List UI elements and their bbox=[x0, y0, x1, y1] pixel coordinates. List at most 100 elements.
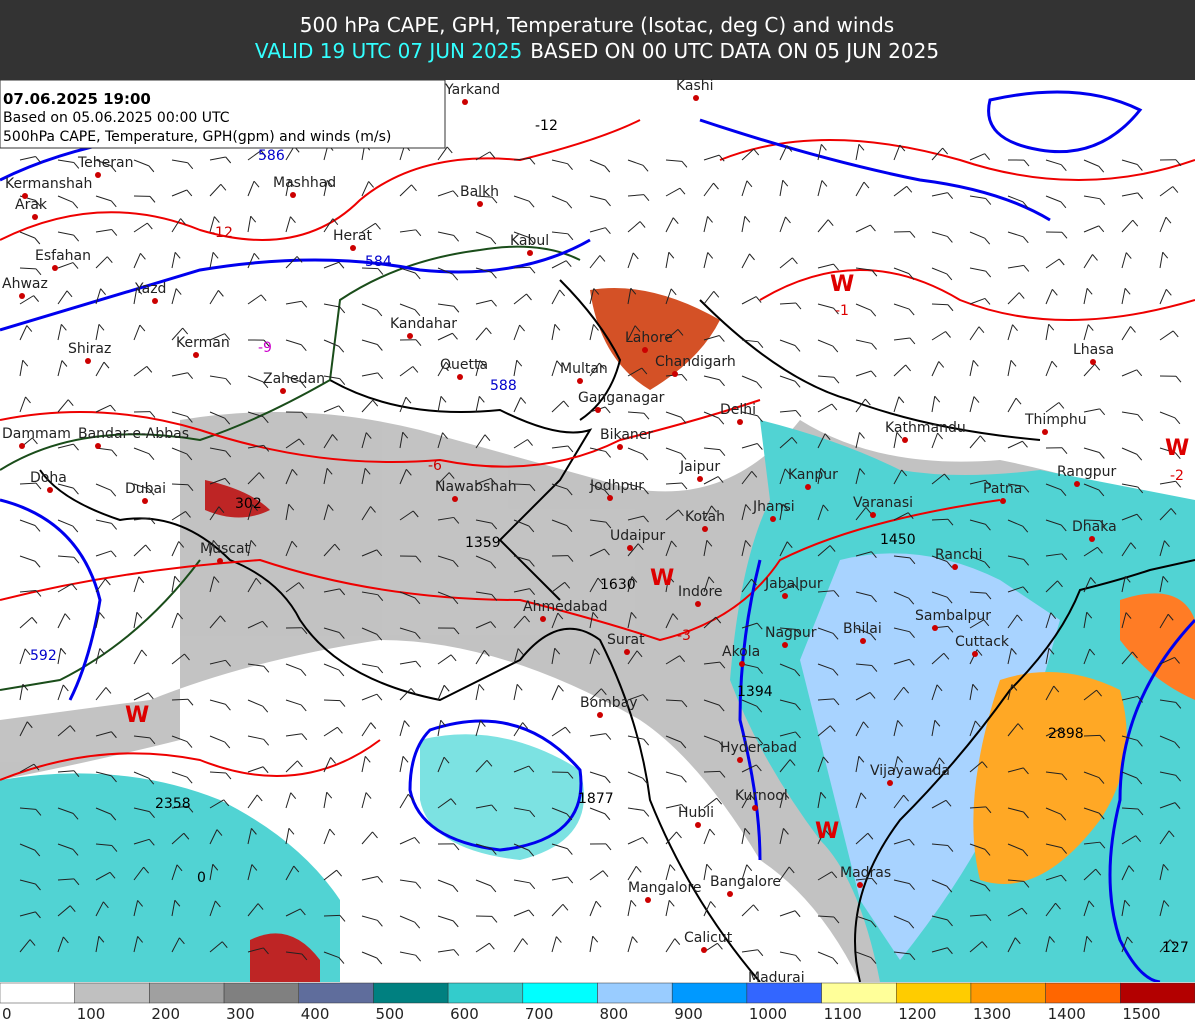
city-dot bbox=[857, 882, 863, 888]
city-dot bbox=[462, 99, 468, 105]
map-label: 586 bbox=[258, 148, 285, 164]
city-dot bbox=[624, 649, 630, 655]
map-label: 1630 bbox=[600, 577, 636, 593]
city-label: Kerman bbox=[176, 335, 230, 351]
city-dot bbox=[887, 780, 893, 786]
city-dot bbox=[617, 444, 623, 450]
legend-label: 1500 bbox=[1122, 1005, 1160, 1023]
city-dot bbox=[85, 358, 91, 364]
legend-label: 200 bbox=[151, 1005, 180, 1023]
city-dot bbox=[701, 947, 707, 953]
map-label: 584 bbox=[365, 254, 392, 270]
map-label: -9 bbox=[258, 340, 272, 356]
city-dot bbox=[95, 443, 101, 449]
city-dot bbox=[902, 437, 908, 443]
map-label: 592 bbox=[30, 648, 57, 664]
city-label: Mashhad bbox=[273, 175, 336, 191]
legend-label: 100 bbox=[77, 1005, 106, 1023]
legend-swatch bbox=[373, 983, 448, 1003]
city-label: Delhi bbox=[720, 402, 756, 418]
city-dot bbox=[290, 192, 296, 198]
city-dot bbox=[142, 498, 148, 504]
map-label: W bbox=[125, 703, 149, 728]
city-label: Esfahan bbox=[35, 248, 91, 264]
city-dot bbox=[1090, 359, 1096, 365]
map-label: -6 bbox=[428, 458, 442, 474]
info-date: 07.06.2025 19:00 bbox=[3, 90, 151, 108]
map-label: W bbox=[830, 272, 854, 297]
city-dot bbox=[95, 172, 101, 178]
city-label: Mangalore bbox=[628, 880, 702, 896]
city-dot bbox=[19, 443, 25, 449]
city-dot bbox=[597, 712, 603, 718]
city-dot bbox=[642, 347, 648, 353]
city-dot bbox=[782, 593, 788, 599]
map-label: -12 bbox=[210, 225, 233, 241]
map-label: 302 bbox=[235, 496, 262, 512]
legend-swatch bbox=[224, 983, 299, 1003]
city-dot bbox=[477, 201, 483, 207]
city-label: Herat bbox=[333, 228, 372, 244]
city-dot bbox=[52, 265, 58, 271]
city-dot bbox=[860, 638, 866, 644]
city-dot bbox=[672, 371, 678, 377]
map-label: 1394 bbox=[737, 684, 773, 700]
city-dot bbox=[870, 512, 876, 518]
city-dot bbox=[702, 526, 708, 532]
city-label: Dammam bbox=[2, 426, 71, 442]
city-label: Sambalpur bbox=[915, 608, 991, 624]
city-dot bbox=[47, 487, 53, 493]
city-label: Surat bbox=[607, 632, 645, 648]
city-dot bbox=[19, 293, 25, 299]
city-dot bbox=[695, 822, 701, 828]
map-label: 1877 bbox=[578, 791, 614, 807]
legend-label: 0 bbox=[2, 1005, 12, 1023]
city-label: Bandar-e-Abbas bbox=[78, 426, 189, 442]
legend-label: 1000 bbox=[749, 1005, 787, 1023]
map-label: W bbox=[1165, 436, 1189, 461]
city-label: Thimphu bbox=[1024, 412, 1087, 428]
city-label: Bhilai bbox=[843, 621, 882, 637]
map-label: 1359 bbox=[465, 535, 501, 551]
city-label: Jodhpur bbox=[589, 478, 644, 494]
map-label: -3 bbox=[677, 628, 691, 644]
map-label: 0 bbox=[197, 870, 206, 886]
city-dot bbox=[280, 388, 286, 394]
city-label: Varanasi bbox=[853, 495, 913, 511]
city-dot bbox=[1000, 498, 1006, 504]
city-label: Kashi bbox=[676, 78, 714, 94]
city-label: Ahwaz bbox=[2, 276, 48, 292]
title: 500 hPa CAPE, GPH, Temperature (Isotac, … bbox=[300, 13, 894, 37]
city-label: Vijayawada bbox=[870, 763, 950, 779]
city-label: Kotah bbox=[685, 509, 725, 525]
city-label: Dhaka bbox=[1072, 519, 1117, 535]
legend-label: 800 bbox=[600, 1005, 629, 1023]
city-label: Kanpur bbox=[788, 467, 838, 483]
city-label: Nagpur bbox=[765, 625, 817, 641]
info-desc: 500hPa CAPE, Temperature, GPH(gpm) and w… bbox=[3, 129, 391, 145]
city-dot bbox=[952, 564, 958, 570]
city-label: Hubli bbox=[678, 805, 714, 821]
city-dot bbox=[1042, 429, 1048, 435]
legend-swatch bbox=[523, 983, 598, 1003]
city-dot bbox=[452, 496, 458, 502]
city-label: Kathmandu bbox=[885, 420, 966, 436]
city-dot bbox=[407, 333, 413, 339]
city-dot bbox=[645, 897, 651, 903]
legend-label: 1100 bbox=[824, 1005, 862, 1023]
legend-label: 900 bbox=[674, 1005, 703, 1023]
city-label: Ranchi bbox=[935, 547, 982, 563]
city-label: Madras bbox=[840, 865, 891, 881]
city-label: Jhansi bbox=[752, 499, 795, 515]
city-label: Ahmedabad bbox=[523, 599, 608, 615]
city-label: Indore bbox=[678, 584, 723, 600]
legend-swatch bbox=[971, 983, 1046, 1003]
city-label: Hyderabad bbox=[720, 740, 797, 756]
map-label: -2 bbox=[1170, 468, 1184, 484]
city-label: Teheran bbox=[77, 155, 133, 171]
map-label: 2898 bbox=[1048, 726, 1084, 742]
